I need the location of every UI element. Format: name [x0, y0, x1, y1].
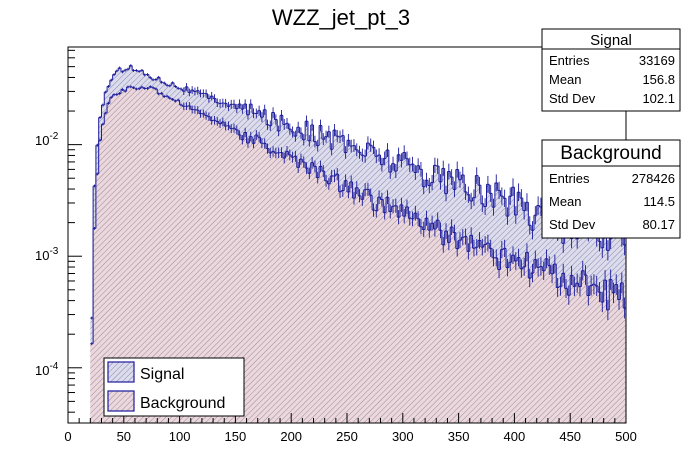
legend: Signal Background — [103, 357, 245, 417]
x-tick-label: 50 — [117, 429, 131, 444]
stats-stddev-label: Std Dev — [549, 91, 596, 106]
x-tick-label: 450 — [559, 429, 581, 444]
background-entries-value: 278426 — [632, 171, 675, 186]
y-tick-labels: 10-2 10-3 10-4 — [35, 131, 59, 378]
stats-entries-label: Entries — [549, 171, 590, 186]
signal-mean-value: 156.8 — [642, 72, 675, 87]
legend-label-signal: Signal — [140, 366, 184, 383]
stats-stddev-label: Std Dev — [549, 217, 596, 232]
x-tick-label: 350 — [448, 429, 470, 444]
background-stddev-value: 80.17 — [642, 217, 675, 232]
x-tick-label: 150 — [225, 429, 247, 444]
y-tick-label: 10-4 — [35, 361, 59, 378]
y-tick-label: 10-3 — [35, 246, 59, 263]
x-tick-label: 200 — [280, 429, 302, 444]
y-axis — [68, 49, 82, 413]
legend-swatch-background — [107, 390, 135, 412]
legend-swatch-signal — [107, 361, 135, 383]
x-tick-label: 0 — [64, 429, 71, 444]
background-histogram — [90, 85, 626, 423]
background-stats-box: Background Entries 278426 Mean 114.5 Std… — [541, 139, 681, 239]
x-tick-label: 300 — [392, 429, 414, 444]
signal-entries-value: 33169 — [639, 53, 675, 68]
y-tick-label: 10-2 — [35, 131, 59, 148]
stats-entries-label: Entries — [549, 53, 590, 68]
background-stats-title: Background — [560, 143, 661, 164]
x-tick-label: 400 — [504, 429, 526, 444]
chart-title: WZZ_jet_pt_3 — [272, 5, 410, 30]
x-tick-label: 100 — [169, 429, 191, 444]
background-fill — [90, 86, 626, 423]
stats-mean-label: Mean — [549, 72, 582, 87]
stats-mean-label: Mean — [549, 194, 582, 209]
signal-stddev-value: 102.1 — [642, 91, 675, 106]
x-axis: 0 50 100 150 200 250 300 350 400 450 500 — [64, 413, 637, 444]
x-tick-label: 250 — [336, 429, 358, 444]
background-mean-value: 114.5 — [643, 194, 675, 209]
x-tick-label: 500 — [615, 429, 637, 444]
legend-label-background: Background — [140, 395, 225, 412]
signal-stats-box: Signal Entries 33169 Mean 156.8 Std Dev … — [541, 28, 681, 140]
signal-stats-title: Signal — [590, 32, 632, 49]
histogram-layer — [90, 64, 626, 423]
